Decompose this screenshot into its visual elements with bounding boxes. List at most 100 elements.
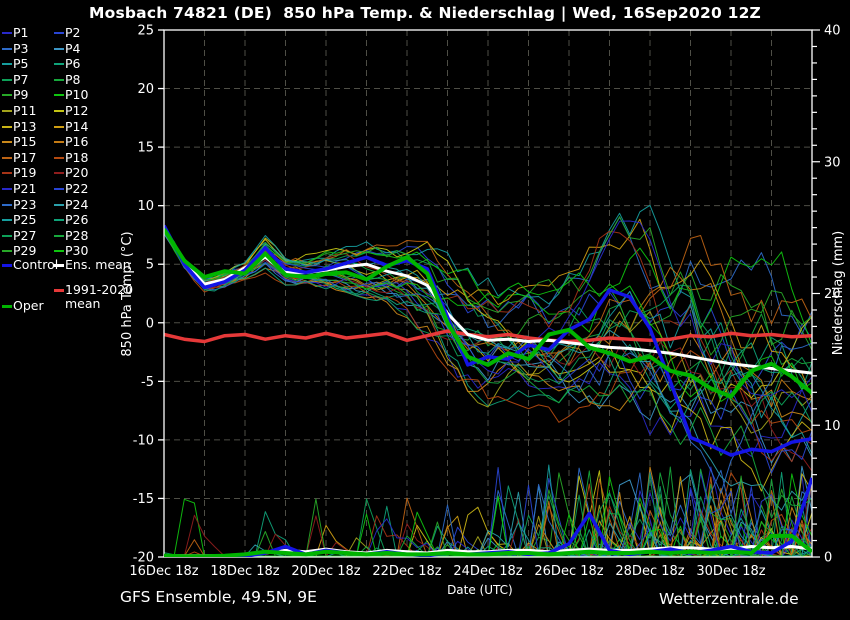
legend-swatch-p23 [2, 203, 12, 206]
legend-item-p28: P28 [54, 227, 89, 243]
legend-label-p28: P28 [65, 227, 89, 243]
chart-title: Mosbach 74821 (DE) 850 hPa Temp. & Niede… [88, 4, 761, 22]
svg-text:5: 5 [146, 258, 154, 273]
legend-item-p18: P18 [54, 149, 89, 165]
axis-titles: Date (UTC) 850 hPa Temp. (°C) Niederschlag… [120, 231, 846, 597]
legend-item-p24: P24 [54, 197, 88, 212]
svg-text:0: 0 [146, 316, 154, 331]
svg-text:24Dec 18z: 24Dec 18z [453, 564, 522, 579]
legend-swatch-p5 [2, 63, 12, 66]
legend-swatch-p29 [2, 250, 12, 253]
legend-label-p22: P22 [65, 181, 89, 196]
svg-text:28Dec 18z: 28Dec 18z [615, 564, 684, 579]
legend-swatch-p13 [2, 125, 12, 128]
legend-item-p2: P2 [54, 26, 81, 40]
svg-text:26Dec 18z: 26Dec 18z [534, 564, 603, 579]
svg-text:20: 20 [137, 82, 154, 97]
legend: P1 P2 P3 P4 P5 P6 P7 P8 P9 P10 P11 P12 P13 P14 P15 P16 P… [2, 0, 133, 330]
legend-swatch-p30 [54, 250, 64, 253]
svg-text:25: 25 [137, 24, 154, 39]
legend-swatch-p14 [54, 125, 64, 128]
svg-text:Date (UTC): Date (UTC) [447, 583, 513, 597]
legend-label-p15: P15 [13, 134, 37, 150]
site-credit-label: Wetterzentrale.de [659, 590, 799, 608]
legend-swatch-p9 [2, 94, 12, 97]
legend-label-p18: P18 [65, 149, 89, 165]
legend-item-p10: P10 [54, 88, 88, 102]
legend-swatch-p27 [2, 234, 12, 237]
legend-swatch-p11 [2, 110, 12, 112]
legend-swatch-p18 [54, 156, 64, 159]
legend-label-p16: P16 [65, 134, 89, 150]
legend-label-p4: P4 [65, 40, 81, 56]
legend-label-p30: P30 [65, 243, 89, 259]
legend-item-p29: P29 [2, 244, 36, 258]
legend-item-p5: P5 [2, 57, 29, 71]
svg-text:-5: -5 [141, 375, 154, 390]
legend-item-p7: P7 [2, 71, 29, 87]
legend-swatch-p2 [54, 32, 64, 34]
legend-label-p7: P7 [13, 71, 29, 87]
legend-label-p23: P23 [13, 196, 37, 212]
svg-text:-20: -20 [133, 551, 154, 566]
legend-swatch-p22 [54, 188, 64, 190]
legend-item-p14: P14 [54, 119, 88, 134]
legend-label-p19: P19 [13, 165, 37, 181]
legend-label-p9: P9 [13, 87, 29, 103]
legend-label-p2: P2 [65, 25, 81, 40]
legend-label-p26: P26 [65, 212, 89, 228]
legend-swatch-control [2, 264, 12, 267]
legend-item-p9: P9 [2, 88, 29, 102]
svg-text:-15: -15 [133, 492, 154, 507]
svg-text:850 hPa Temp. (°C): 850 hPa Temp. (°C) [120, 231, 135, 356]
legend-label-p11: P11 [13, 103, 37, 118]
legend-swatch-p26 [54, 219, 64, 222]
svg-text:20Dec 18z: 20Dec 18z [291, 564, 360, 579]
legend-label-p17: P17 [13, 149, 37, 165]
legend-label-climate-mean: 1991-2020 mean [65, 282, 134, 311]
legend-label-oper: Oper [13, 298, 44, 313]
svg-text:22Dec 18z: 22Dec 18z [372, 564, 441, 579]
legend-swatch-p24 [54, 203, 64, 206]
svg-text:0: 0 [824, 551, 832, 566]
tick-labels: -20 -15 -10 -5 0 5 10 15 20 25 0 10 20 30 40 16Dec 18z 1… [129, 24, 840, 580]
legend-label-p1: P1 [13, 25, 29, 40]
legend-label-p25: P25 [13, 212, 37, 228]
legend-swatch-p1 [2, 32, 12, 34]
legend-label-ens-mean: Ens. mean [65, 257, 131, 272]
legend-swatch-p10 [54, 94, 64, 97]
legend-swatch-climate-mean [54, 289, 64, 292]
legend-swatch-p20 [54, 172, 64, 175]
legend-item-p17: P17 [2, 149, 37, 165]
legend-swatch-p6 [54, 63, 64, 66]
legend-label-p3: P3 [13, 40, 29, 56]
legend-item-p21: P21 [2, 182, 36, 196]
legend-label-p5: P5 [13, 56, 29, 72]
svg-text:10: 10 [137, 199, 154, 214]
legend-item-p1: P1 [2, 26, 29, 40]
legend-swatch-oper [2, 305, 12, 308]
legend-item-p16: P16 [54, 135, 88, 149]
legend-swatch-p8 [54, 78, 64, 81]
legend-item-p11: P11 [2, 104, 36, 118]
legend-item-p30: P30 [54, 244, 88, 258]
legend-label-control: Control [13, 257, 59, 272]
svg-text:40: 40 [824, 24, 841, 39]
legend-swatch-p19 [2, 172, 12, 175]
legend-item-p20: P20 [54, 166, 88, 180]
legend-swatch-p17 [2, 156, 12, 159]
legend-swatch-p15 [2, 141, 12, 144]
legend-item-control: Control [2, 258, 58, 272]
legend-swatch-p4 [54, 47, 64, 50]
svg-text:-10: -10 [133, 433, 154, 448]
legend-item-p13: P13 [2, 119, 36, 134]
svg-text:10: 10 [824, 419, 841, 434]
svg-text:15: 15 [137, 141, 154, 156]
legend-item-ens-mean: Ens. mean [54, 258, 131, 272]
legend-item-p19: P19 [2, 166, 36, 180]
legend-item-p23: P23 [2, 196, 37, 212]
legend-swatch-p12 [54, 110, 64, 112]
legend-swatch-p7 [2, 78, 12, 81]
legend-item-p4: P4 [54, 40, 81, 56]
